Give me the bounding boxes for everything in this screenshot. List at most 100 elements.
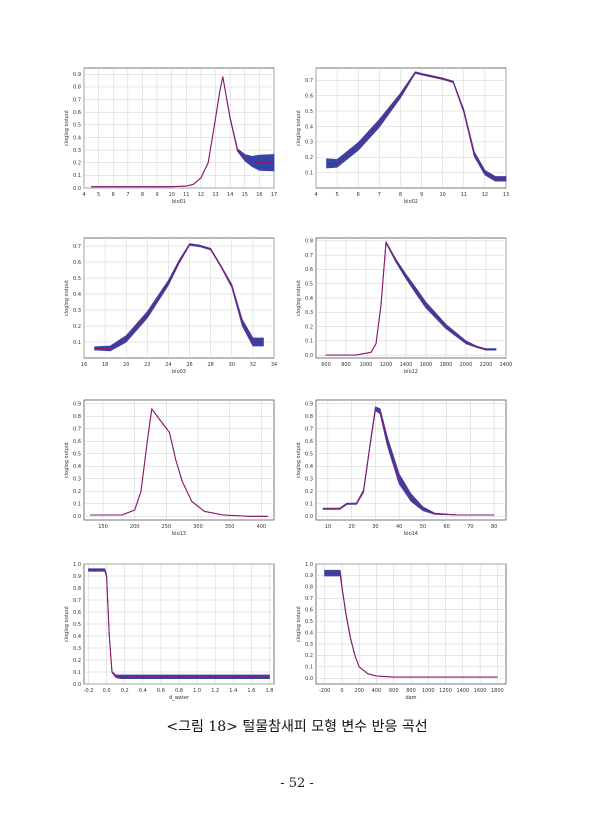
y-tick-label: 0.7 <box>305 427 313 433</box>
y-tick-label: 0.8 <box>305 585 313 591</box>
y-tick-label: 0.4 <box>305 630 313 636</box>
x-tick-label: 1200 <box>439 688 452 694</box>
chart-svg: 16 18 20 22 24 26 28 30 32 34 0.1 0.2 0.3 0.4 0.5 0.6 0.… <box>64 237 277 375</box>
x-tick-label: 1600 <box>420 362 433 368</box>
x-axis-label: bio12 <box>404 369 418 375</box>
y-tick-label: 0.8 <box>73 85 81 91</box>
y-tick-label: 0.4 <box>73 634 81 640</box>
y-tick-label: 0.0 <box>305 514 313 520</box>
y-tick-label: 0.1 <box>73 340 81 346</box>
x-tick-label: 2200 <box>480 362 493 368</box>
chart-svg: 4 5 6 7 8 9 10 11 12 13 14 15 16 17 0.0 0.1 0.2 0.3 0.4 0.5… <box>64 67 277 205</box>
x-tick-label: 200 <box>354 688 364 694</box>
y-axis-label: cloglog output <box>64 280 70 316</box>
chart-svg: -0.2 0.0 0.2 0.4 0.6 0.8 1.0 1.2 1.4 1.6 1.80.00.1… <box>64 562 275 701</box>
y-tick-label: 0.2 <box>305 489 313 495</box>
y-tick-label: 0.1 <box>305 339 313 345</box>
chart-bio03: 16 18 20 22 24 26 28 30 32 34 0.1 0.2 0.3 0.4 0.5 0.6 0.… <box>58 230 280 382</box>
x-tick-label: 9 <box>420 192 423 198</box>
y-tick-label: 0.3 <box>73 308 81 314</box>
x-tick-label: 400 <box>257 524 267 530</box>
plot-frame <box>315 67 507 189</box>
y-tick-label: 0.8 <box>73 586 81 592</box>
x-tick-label: 10 <box>169 192 175 198</box>
y-tick-label: 0.5 <box>73 452 81 458</box>
x-tick-label: 600 <box>389 688 399 694</box>
y-tick-label: 0.7 <box>73 97 81 103</box>
x-axis-label: bio02 <box>404 199 418 205</box>
x-tick-label: 250 <box>162 524 172 530</box>
y-tick-label: 0.4 <box>305 464 313 470</box>
y-tick-label: 0.4 <box>73 292 81 298</box>
x-tick-label: -0.2 <box>84 688 94 694</box>
x-tick-label: 16 <box>256 192 262 198</box>
x-tick-label: 12 <box>482 192 488 198</box>
x-tick-label: 1.0 <box>193 688 201 694</box>
y-tick-label: 0.5 <box>305 452 313 458</box>
y-tick-label: 0.5 <box>305 282 313 288</box>
y-tick-label: 0.7 <box>73 427 81 433</box>
plot-frame <box>83 237 275 359</box>
y-tick-label: 0.2 <box>73 161 81 167</box>
y-tick-label: 0.3 <box>305 642 313 648</box>
x-tick-label: 1600 <box>474 688 487 694</box>
y-tick-label: 0.1 <box>305 170 313 176</box>
x-tick-label: 8 <box>141 192 144 198</box>
y-tick-label: 0.7 <box>305 596 313 602</box>
x-tick-label: 10 <box>439 192 445 198</box>
x-tick-label: 80 <box>491 524 497 530</box>
x-tick-label: 1800 <box>491 688 504 694</box>
y-tick-label: 0.3 <box>305 477 313 483</box>
x-tick-label: 18 <box>102 362 108 368</box>
x-tick-label: 60 <box>443 524 449 530</box>
x-tick-label: 6 <box>357 192 360 198</box>
x-tick-label: 7 <box>378 192 381 198</box>
y-tick-label: 0.0 <box>305 353 313 359</box>
x-axis-label: bio01 <box>172 199 186 205</box>
x-tick-label: 600 <box>321 362 331 368</box>
y-axis-label: cloglog output <box>64 606 70 642</box>
response-line <box>326 72 506 180</box>
x-tick-label: 1.8 <box>265 688 273 694</box>
x-tick-label: 7 <box>126 192 129 198</box>
y-tick-label: 0.6 <box>305 267 313 273</box>
response-line <box>90 408 268 517</box>
x-tick-label: 300 <box>193 524 203 530</box>
x-tick-label: 400 <box>372 688 382 694</box>
y-tick-label: 0.5 <box>73 276 81 282</box>
x-tick-label: 40 <box>396 524 402 530</box>
y-tick-label: 0.2 <box>305 155 313 161</box>
page-number: - 52 - <box>280 776 314 791</box>
x-tick-label: 9 <box>155 192 158 198</box>
chart-svg: 600 800 1000 1200 1400 1600 1800 2000 2200 2400 0.… <box>296 237 512 375</box>
y-tick-label: 0.6 <box>305 439 313 445</box>
y-tick-label: 0.2 <box>73 324 81 330</box>
y-axis-label: cloglog output <box>296 606 302 642</box>
x-tick-label: 0.6 <box>157 688 165 694</box>
x-tick-label: 150 <box>98 524 108 530</box>
x-axis-label: bio03 <box>172 369 186 375</box>
x-axis-label: bio13 <box>172 531 186 537</box>
x-tick-label: 70 <box>467 524 473 530</box>
x-tick-label: 4 <box>82 192 85 198</box>
y-tick-label: 0.8 <box>305 414 313 420</box>
y-tick-label: 0.5 <box>305 619 313 625</box>
y-tick-label: 0.7 <box>73 598 81 604</box>
response-line <box>326 241 496 356</box>
chart-bio13: 150 200 250 300 350 400 0.0 0.1 0.2 0.3 0.4 0.5 0.6 0… <box>58 392 280 544</box>
y-axis-label: cloglog output <box>296 110 302 146</box>
chart-dam: -200 0 200 400 600 800 1000 1200 1400 1600 1800 0.0… <box>290 556 512 708</box>
x-tick-label: 800 <box>341 362 351 368</box>
x-axis-label: bio14 <box>404 531 418 537</box>
y-tick-label: 0.3 <box>305 310 313 316</box>
x-tick-label: 22 <box>144 362 150 368</box>
y-tick-label: 0.1 <box>73 670 81 676</box>
y-tick-label: 0.7 <box>305 253 313 259</box>
x-tick-label: 5 <box>97 192 100 198</box>
x-tick-label: 24 <box>165 362 171 368</box>
x-tick-label: 1000 <box>422 688 435 694</box>
response-line <box>323 408 495 516</box>
chart-bio12: 600 800 1000 1200 1400 1600 1800 2000 2200 2400 0.… <box>290 230 512 382</box>
x-tick-label: 34 <box>271 362 277 368</box>
x-tick-label: 30 <box>229 362 235 368</box>
